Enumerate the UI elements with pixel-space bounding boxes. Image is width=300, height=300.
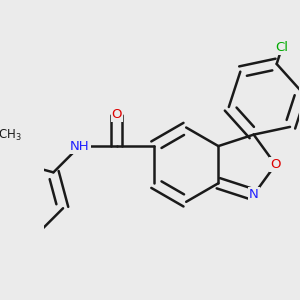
Text: N: N — [249, 188, 259, 201]
Text: NH: NH — [70, 140, 89, 153]
Text: O: O — [270, 158, 281, 171]
Text: Cl: Cl — [276, 41, 289, 54]
Text: O: O — [112, 108, 122, 121]
Text: CH$_3$: CH$_3$ — [0, 128, 22, 143]
